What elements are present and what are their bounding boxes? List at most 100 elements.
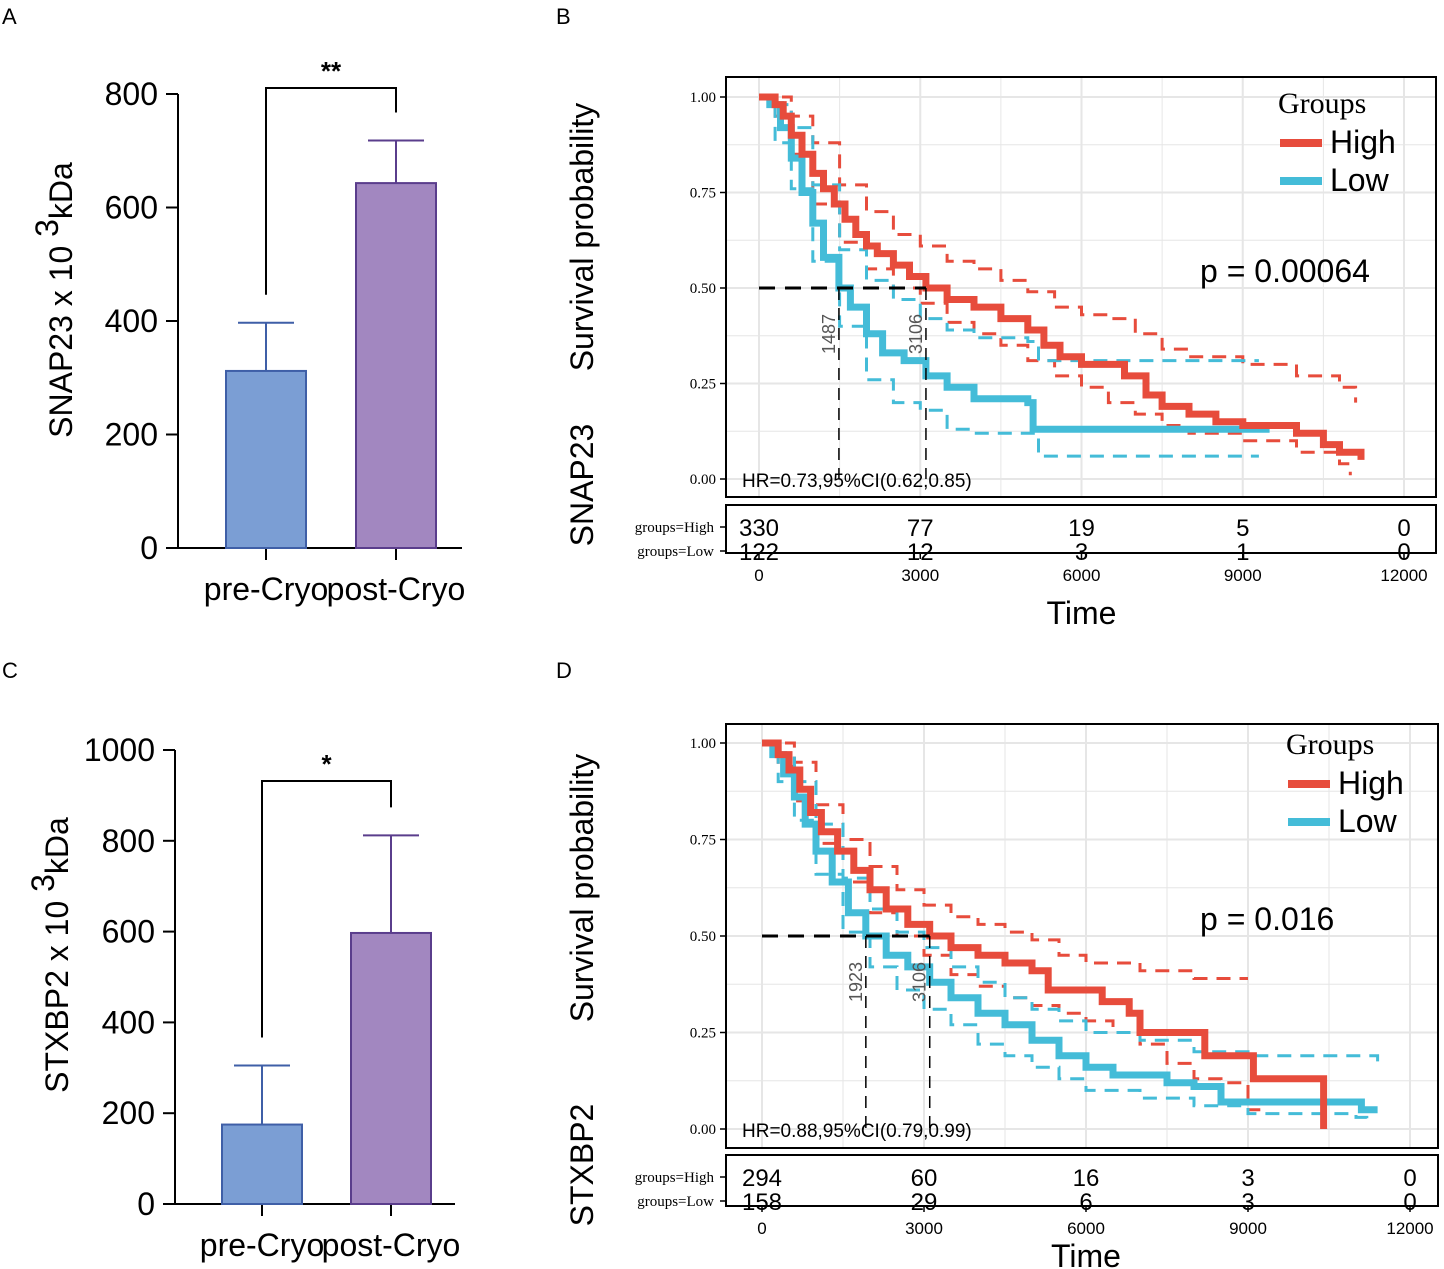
ci-lower-low [759, 95, 1259, 458]
y-tick-label: 0.50 [690, 929, 716, 945]
x-tick-label: pre-Cryo [204, 571, 328, 607]
risk-count-low: 0 [1403, 1189, 1416, 1216]
significance-label: * [321, 749, 332, 779]
risk-count-low: 6 [1079, 1189, 1092, 1216]
risk-count-high: 3 [1241, 1165, 1254, 1192]
y-label-gene: SNAP23 [43, 306, 79, 438]
risk-count-low: 122 [739, 539, 779, 566]
y-label-gene: STXBP2 [39, 961, 75, 1093]
median-label: 1487 [819, 314, 839, 354]
y-tick-label: 0 [137, 1186, 155, 1222]
x-tick-label: 9000 [1224, 566, 1262, 585]
risk-count-high: 60 [911, 1165, 938, 1192]
legend-label-low: Low [1338, 803, 1398, 839]
y-tick-label: 0.00 [690, 1122, 716, 1138]
legend-label-low: Low [1330, 162, 1390, 198]
y-tick-label: 600 [102, 914, 155, 950]
risk-count-high: 77 [907, 515, 934, 542]
legend-title: Groups [1278, 87, 1366, 120]
km-plot-snap23: 0.00 0.25 0.50 0.75 1.00 1487 3106 HR=0.73,95%C… [564, 76, 1437, 631]
y-label-unit: x 10 [43, 237, 79, 306]
y-tick-label: 800 [105, 76, 158, 112]
y-tick-label: 800 [102, 823, 155, 859]
y-axis-title: Survival probability [564, 103, 600, 372]
x-tick-label: 0 [757, 1219, 766, 1238]
panel-label-b: B [556, 4, 571, 29]
risk-table-box [725, 1154, 1439, 1207]
ci-lower-high [762, 741, 1261, 1118]
y-tick-label: 200 [102, 1095, 155, 1131]
y-axis-label: SNAP23 x 10 3kDa [29, 162, 79, 438]
risk-count-high: 330 [739, 515, 779, 542]
y-label-exponent: 3 [25, 874, 61, 892]
significance-bracket [265, 87, 397, 295]
risk-row-label: groups=Low [637, 1194, 714, 1210]
risk-count-high: 5 [1236, 515, 1249, 542]
y-tick-label: 1.00 [690, 736, 716, 752]
hazard-ratio-text: HR=0.88,95%CI(0.79,0.99) [742, 1121, 972, 1142]
x-tick-label: 12000 [1380, 566, 1427, 585]
y-label-kda: kDa [43, 162, 79, 219]
km-plot-stxbp2: 0.00 0.25 0.50 0.75 1.00 1923 3106 HR=0.88,95%C… [564, 723, 1439, 1269]
gene-side-label: STXBP2 [564, 1104, 600, 1227]
risk-count-low: 12 [907, 539, 934, 566]
ci-lower-low [762, 741, 1369, 1126]
risk-row-label: groups=High [635, 1170, 715, 1186]
significance-bracket [261, 780, 392, 1038]
bar-post-cryo [350, 931, 432, 1205]
risk-count-high: 0 [1397, 515, 1410, 542]
survival-curve-low [759, 93, 1270, 433]
risk-row-label: groups=High [635, 520, 715, 536]
x-tick-label: 6000 [1063, 566, 1101, 585]
x-tick-label: 6000 [1067, 1219, 1105, 1238]
bar-pre-cryo [225, 369, 307, 549]
y-label-exponent: 3 [29, 219, 65, 237]
bar-post-cryo [355, 182, 437, 549]
y-tick-label: 200 [105, 417, 158, 453]
risk-table-box [725, 504, 1437, 554]
y-axis-title: Survival probability [564, 754, 600, 1023]
y-tick-label: 0 [140, 530, 158, 566]
hazard-ratio-text: HR=0.73,95%CI(0.62,0.85) [742, 471, 972, 492]
y-tick-label: 1000 [84, 732, 155, 768]
risk-count-high: 19 [1068, 515, 1095, 542]
y-label-kda: kDa [39, 817, 75, 874]
significance-label: ** [321, 56, 342, 86]
panel-label-c: C [2, 658, 18, 683]
y-tick-label: 600 [105, 190, 158, 226]
y-tick-label: 400 [102, 1004, 155, 1040]
y-tick-label: 400 [105, 303, 158, 339]
legend-title: Groups [1286, 728, 1374, 761]
risk-row-label: groups=Low [637, 544, 714, 560]
ci-upper-low [759, 95, 1259, 363]
survival-curve-high [759, 93, 1365, 460]
x-tick-label: pre-Cryo [200, 1227, 324, 1263]
risk-count-low: 3 [1075, 539, 1088, 566]
y-tick-label: 0.50 [690, 281, 716, 297]
y-tick-label: 0.00 [690, 472, 716, 488]
panel-label-a: A [2, 4, 17, 29]
legend-label-high: High [1338, 765, 1404, 801]
survival-curve-high [762, 739, 1328, 1129]
risk-count-low: 0 [1397, 539, 1410, 566]
x-axis-title: Time [1047, 595, 1117, 631]
y-tick-label: 0.75 [690, 186, 716, 202]
x-tick-label: post-Cryo [327, 571, 466, 607]
risk-count-low: 1 [1236, 539, 1249, 566]
x-tick-label: post-Cryo [322, 1227, 461, 1263]
y-tick-label: 0.25 [690, 377, 716, 393]
y-label-unit: x 10 [39, 892, 75, 961]
x-tick-label: 3000 [905, 1219, 943, 1238]
gene-side-label: SNAP23 [564, 424, 600, 547]
panel-label-d: D [556, 658, 572, 683]
ci-upper-low [762, 741, 1380, 1064]
p-value-text: p = 0.016 [1200, 901, 1334, 937]
y-axis-label: STXBP2 x 10 3kDa [25, 817, 75, 1093]
survival-curve-low [762, 739, 1378, 1114]
x-tick-label: 0 [754, 566, 763, 585]
bar-pre-cryo [221, 1123, 303, 1206]
x-tick-label: 12000 [1386, 1219, 1433, 1238]
